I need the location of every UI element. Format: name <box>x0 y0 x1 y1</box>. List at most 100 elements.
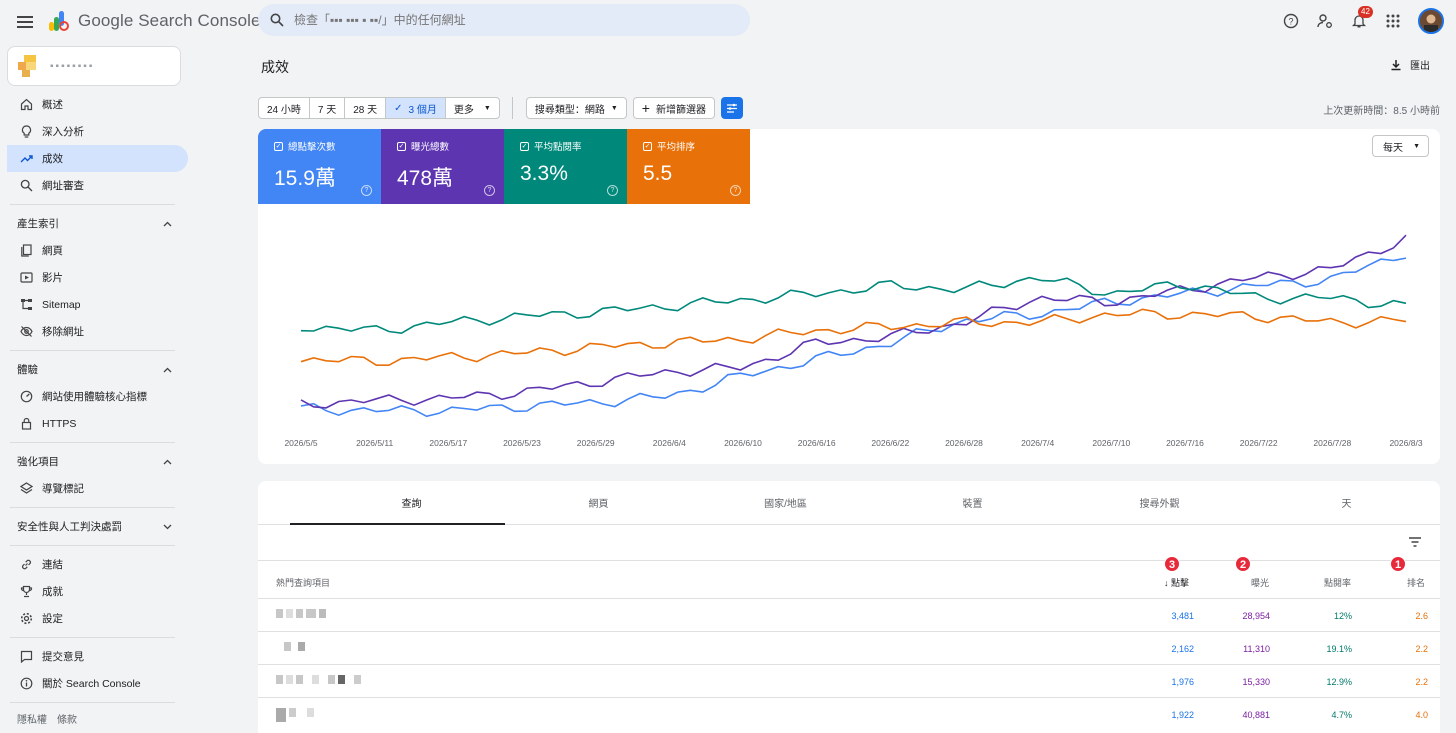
range-24h[interactable]: 24 小時 <box>259 98 310 118</box>
notifications-icon[interactable]: 42 <box>1350 6 1373 30</box>
app-logo[interactable]: Google Search Console <box>48 10 261 32</box>
metric-impressions[interactable]: ✓ 曝光總數 478萬 ? <box>381 129 504 204</box>
plus-icon: + <box>641 100 650 116</box>
terms-link[interactable]: 條款 <box>57 715 77 726</box>
range-7d[interactable]: 7 天 <box>310 98 346 118</box>
notification-badge: 42 <box>1358 6 1373 18</box>
cell-impressions: 28,954 <box>1242 611 1270 621</box>
sidebar-item-https[interactable]: HTTPS <box>0 410 190 437</box>
table-row[interactable]: 2,162 11,310 19.1% 2.2 <box>258 632 1440 665</box>
column-header-position[interactable]: 排名 <box>1407 578 1426 588</box>
annotation-badge: 3 <box>1164 556 1180 572</box>
add-filter-button[interactable]: + 新增篩選器 <box>632 97 715 119</box>
table-row[interactable]: 1,976 15,330 12.9% 2.2 <box>258 665 1440 698</box>
video-icon <box>19 271 33 285</box>
sidebar-item-breadcrumbs[interactable]: 導覽標記 <box>0 475 190 502</box>
tab-dates[interactable]: 天 <box>1341 499 1352 510</box>
trophy-icon <box>19 585 33 599</box>
column-header-clicks[interactable]: ↓ 點擊 <box>1164 578 1190 588</box>
annotation-badge: 2 <box>1235 556 1251 572</box>
search-type-filter[interactable]: 搜尋類型：網路 ▼ <box>525 97 627 119</box>
compare-filter-button[interactable] <box>720 97 743 119</box>
metric-ctr[interactable]: ✓ 平均點閱率 3.3% ? <box>504 129 627 204</box>
cell-position: 4.0 <box>1415 710 1428 720</box>
cell-clicks: 1,976 <box>1171 677 1194 687</box>
column-header-impressions[interactable]: 曝光 <box>1251 578 1270 588</box>
filter-list-icon[interactable] <box>1408 536 1422 548</box>
gear-icon <box>19 612 33 626</box>
privacy-link[interactable]: 隱私權 <box>17 715 47 726</box>
series-line-2 <box>300 276 1407 335</box>
column-header-query[interactable]: 熱門查詢項目 <box>276 578 331 588</box>
range-28d[interactable]: 28 天 <box>345 98 387 118</box>
metric-clicks[interactable]: ✓ 總點擊次數 15.9萬 ? <box>258 129 381 204</box>
apps-grid-icon[interactable] <box>1384 12 1402 30</box>
trending-up-icon <box>19 152 33 166</box>
sidebar-item-overview[interactable]: 概述 <box>0 91 190 118</box>
section-security-header[interactable]: 安全性與人工判決處罰 <box>0 513 190 540</box>
help-icon[interactable]: ? <box>361 185 372 196</box>
column-header-ctr[interactable]: 點閱率 <box>1324 578 1352 588</box>
x-tick-label: 2026/5/11 <box>356 438 393 448</box>
svg-text:?: ? <box>1288 17 1293 27</box>
sidebar-item-achievements[interactable]: 成就 <box>0 578 190 605</box>
range-more[interactable]: 更多 ▼ <box>453 104 491 116</box>
help-icon[interactable]: ? <box>607 185 618 196</box>
sidebar-item-insights[interactable]: 深入分析 <box>0 118 190 145</box>
tab-countries[interactable]: 國家/地區 <box>764 499 807 510</box>
page-title: 成效 <box>261 59 289 75</box>
tab-pages[interactable]: 網頁 <box>588 499 609 510</box>
manage-users-icon[interactable] <box>1316 12 1334 30</box>
eye-off-icon <box>19 325 33 339</box>
redacted-query <box>276 642 305 651</box>
export-button[interactable]: 匯出 <box>1390 57 1430 72</box>
help-icon[interactable]: ? <box>484 185 495 196</box>
table-row[interactable]: 3,481 28,954 12% 2.6 <box>258 599 1440 632</box>
sidebar-item-feedback[interactable]: 提交意見 <box>0 643 190 670</box>
section-enhancements-header[interactable]: 強化項目 <box>0 448 190 475</box>
table-row[interactable]: 1,922 40,881 4.7% 4.0 <box>258 698 1440 731</box>
performance-chart-card: ✓ 總點擊次數 15.9萬 ? ✓ 曝光總數 478萬 ? ✓ 平均點閱率 3.3% … <box>258 129 1440 464</box>
property-selector[interactable]: ▪▪▪▪▪▪▪▪ <box>7 46 181 86</box>
granularity-selector[interactable]: 每天 ▼ <box>1372 135 1429 157</box>
url-inspect-input[interactable] <box>294 13 714 27</box>
filter-bar: 24 小時 7 天 28 天 ✓ 3 個月 更多 ▼ 搜尋類型：網路 ▼ + 新… <box>258 97 743 119</box>
account-avatar[interactable] <box>1418 8 1444 34</box>
checkbox-checked-icon: ✓ <box>520 141 529 151</box>
sidebar-item-pages[interactable]: 網頁 <box>0 237 190 264</box>
divider <box>10 545 175 546</box>
table-header: 熱門查詢項目 ↓ 點擊 曝光 點閱率 排名 1 2 3 <box>258 556 1440 599</box>
url-inspect-search[interactable] <box>258 4 750 36</box>
help-icon[interactable]: ? <box>730 185 741 196</box>
sidebar-item-settings[interactable]: 設定 <box>0 605 190 632</box>
sidebar-item-url-inspection[interactable]: 網址審查 <box>0 172 190 199</box>
section-experience-header[interactable]: 體驗 <box>0 356 190 383</box>
sidebar-item-links[interactable]: 連結 <box>0 551 190 578</box>
tab-search-appearance[interactable]: 搜尋外觀 <box>1139 499 1180 510</box>
sidebar-item-removals[interactable]: 移除網址 <box>0 318 190 345</box>
performance-line-chart: 2026/5/5 2026/5/11 2026/5/17 2026/5/23 2026/… <box>284 234 1423 448</box>
help-icon[interactable]: ? <box>1282 12 1300 30</box>
x-tick-label: 2026/7/22 <box>1240 438 1278 448</box>
metric-position[interactable]: ✓ 平均排序 5.5 ? <box>627 129 750 204</box>
range-3m[interactable]: ✓ 3 個月 <box>386 98 446 118</box>
sitemap-icon <box>19 298 33 312</box>
x-tick-label: 2026/6/16 <box>798 438 836 448</box>
metric-value: 15.9萬 <box>274 167 336 190</box>
sidebar-item-performance[interactable]: 成效 <box>7 145 188 172</box>
sidebar-item-about[interactable]: 關於 Search Console <box>0 670 190 697</box>
checkbox-checked-icon: ✓ <box>274 141 283 151</box>
menu-icon[interactable] <box>15 13 35 31</box>
chevron-up-icon <box>163 456 172 468</box>
sidebar-item-core-web-vitals[interactable]: 網站使用體驗核心指標 <box>0 383 190 410</box>
tab-queries[interactable]: 查詢 <box>258 481 505 525</box>
layers-icon <box>19 482 33 496</box>
section-index-header[interactable]: 產生索引 <box>0 210 190 237</box>
property-favicon-icon <box>18 55 40 77</box>
results-table-card: 查詢 網頁 國家/地區 裝置 搜尋外觀 天 熱門查詢項目 ↓ 點擊 曝光 點閱率… <box>258 481 1440 733</box>
x-tick-label: 2026/7/28 <box>1313 438 1351 448</box>
sidebar-item-sitemap[interactable]: Sitemap <box>0 291 190 318</box>
sidebar-item-videos[interactable]: 影片 <box>0 264 190 291</box>
redacted-query <box>276 675 361 684</box>
tab-devices[interactable]: 裝置 <box>962 499 983 510</box>
